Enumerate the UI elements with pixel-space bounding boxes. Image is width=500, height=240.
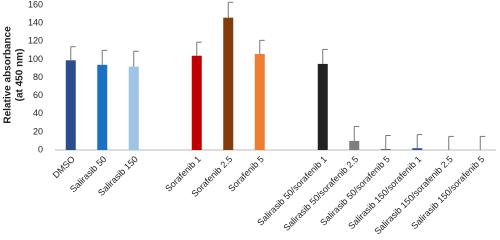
y-axis-label: Relative absorbance — [3, 26, 14, 124]
y-tick-label: 20 — [33, 126, 43, 136]
bar — [380, 149, 391, 150]
y-tick-label: 80 — [33, 72, 43, 82]
bar — [97, 64, 108, 150]
y-tick-label: 40 — [33, 108, 43, 118]
bar — [317, 63, 328, 150]
bar — [254, 53, 265, 150]
bar — [128, 66, 139, 150]
bar — [65, 60, 76, 150]
y-tick-label: 140 — [28, 18, 43, 28]
bar — [191, 55, 202, 150]
y-tick-label: 0 — [38, 144, 43, 154]
bar — [349, 140, 360, 150]
y-tick-label: 120 — [28, 36, 43, 46]
y-axis-label: (at 450 nm) — [15, 49, 26, 102]
bar — [223, 17, 234, 150]
bar — [412, 148, 423, 150]
y-tick-label: 60 — [33, 90, 43, 100]
y-tick-label: 160 — [28, 0, 43, 9]
x-tick-label: DMSO — [51, 154, 77, 180]
y-tick-label: 100 — [28, 54, 43, 64]
